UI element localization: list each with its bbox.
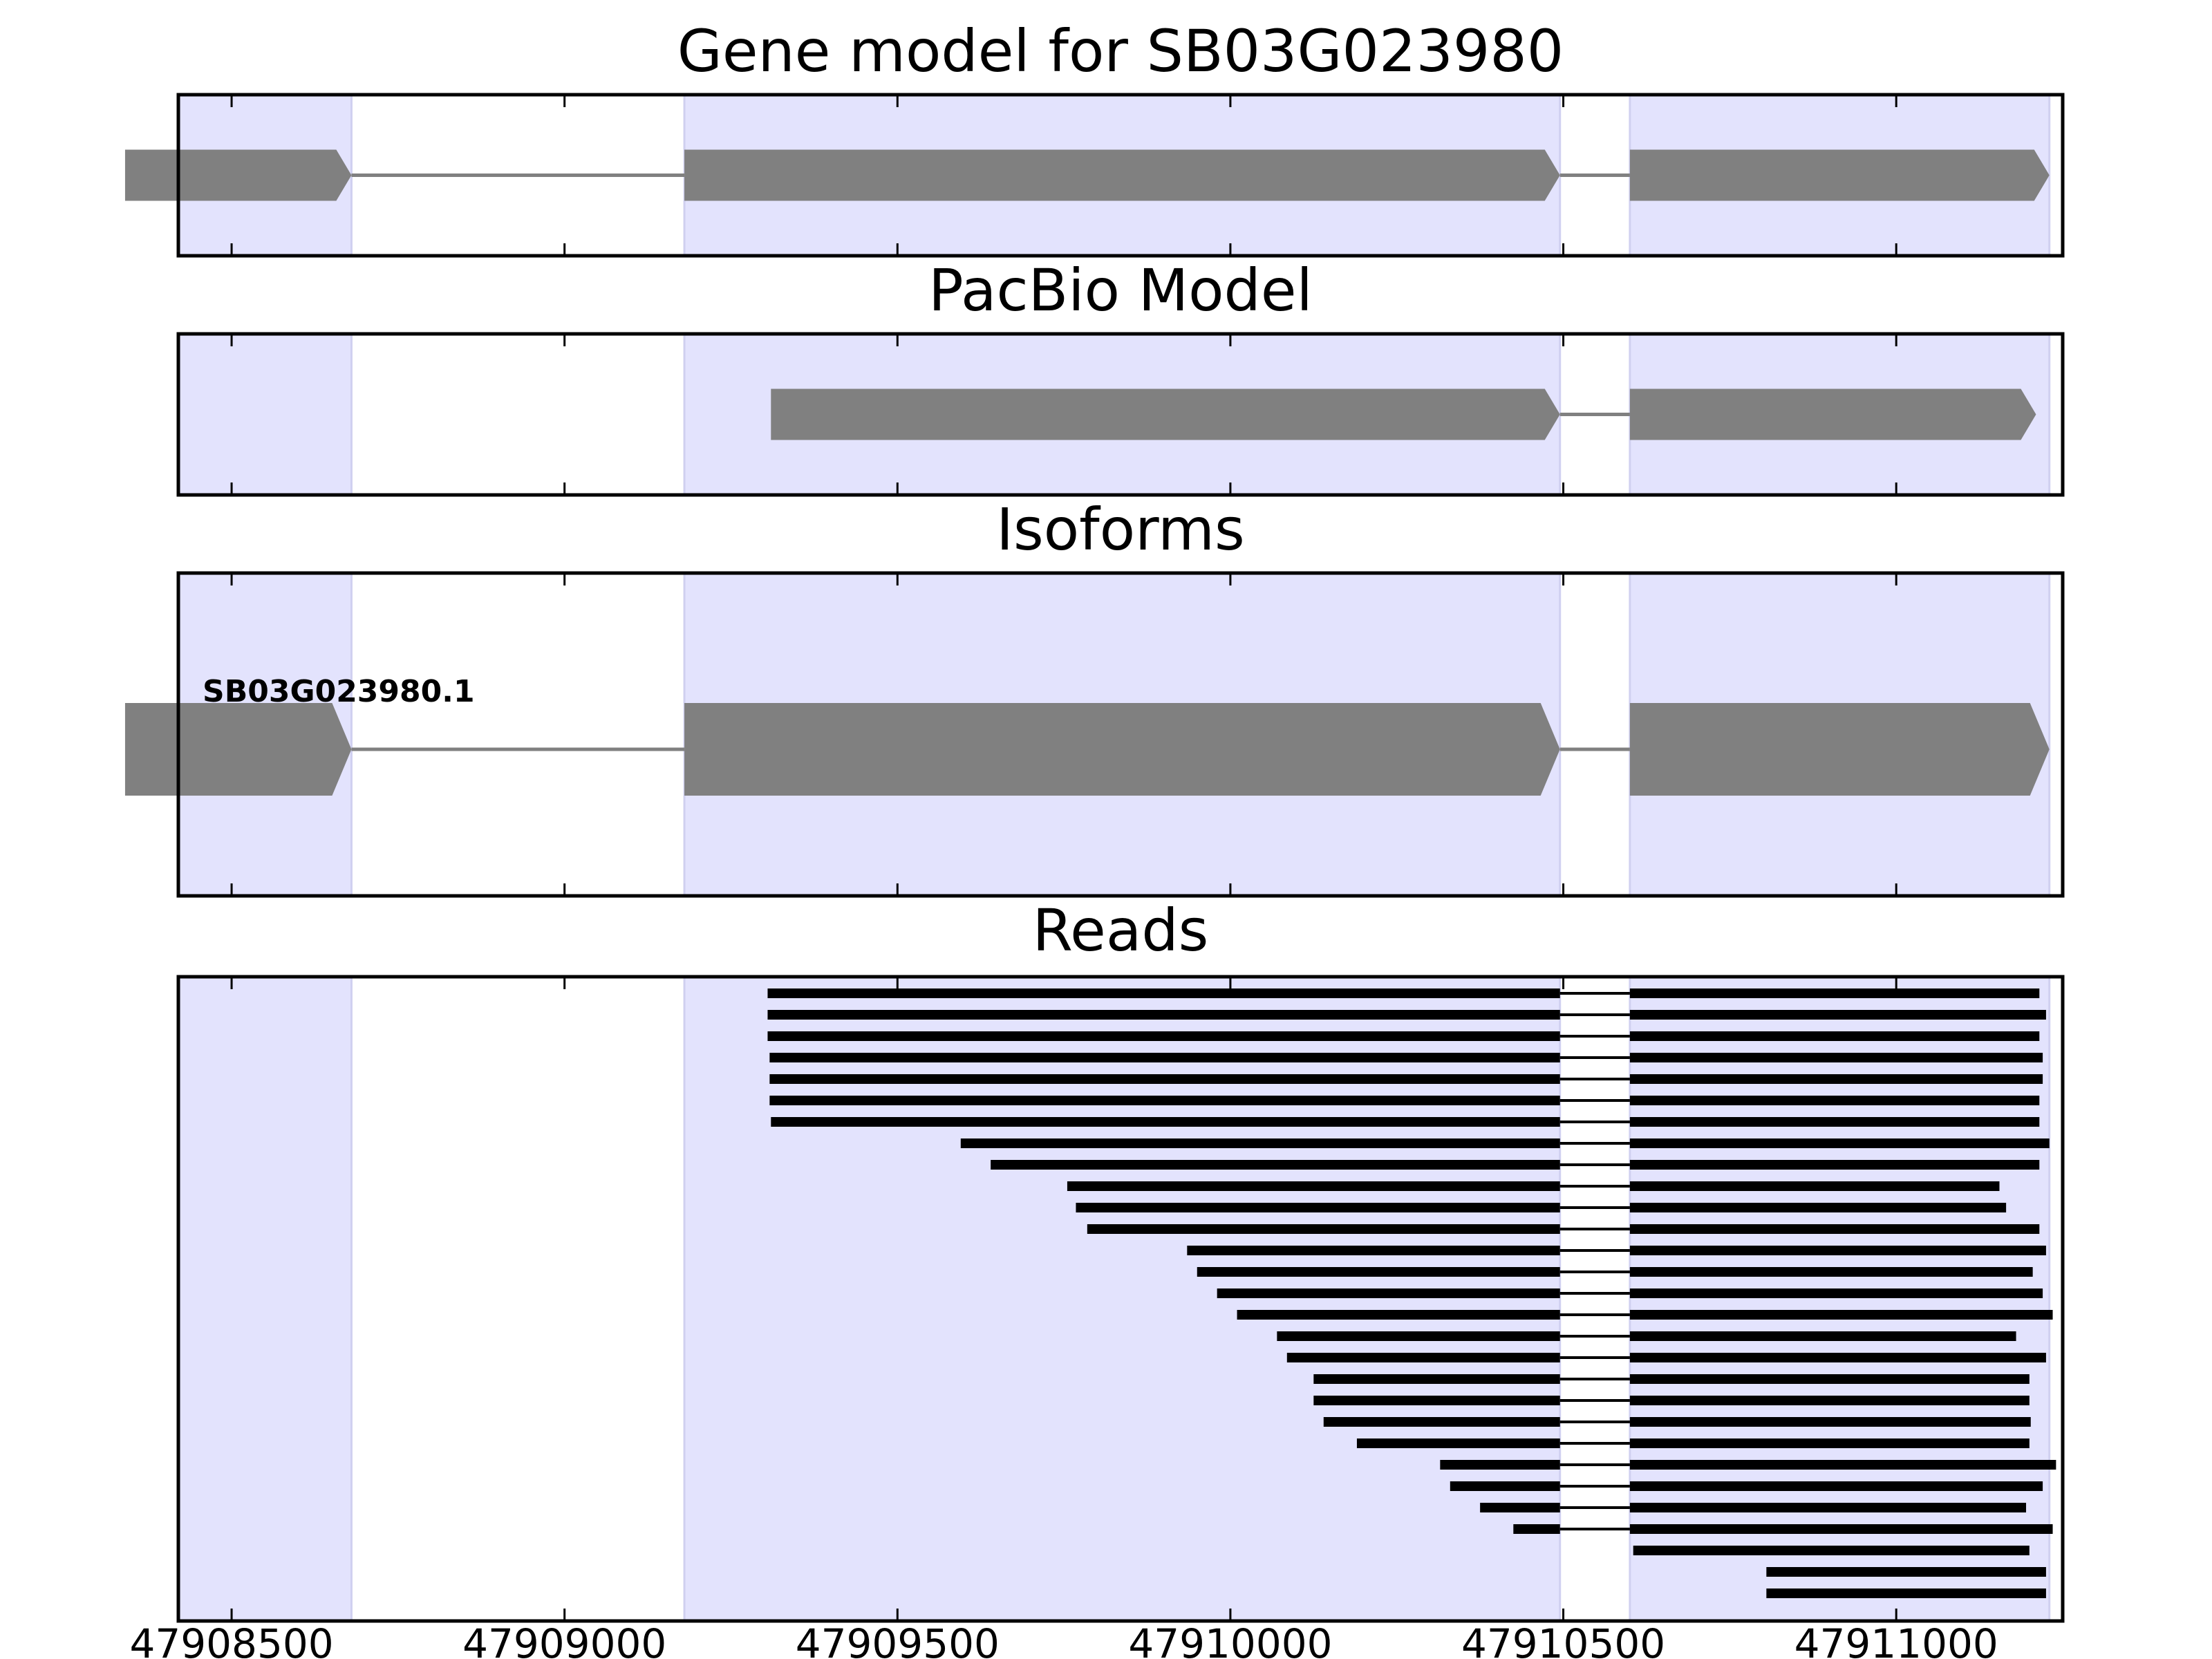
gene-model-title: Gene model for SB03G023980 — [677, 17, 1564, 85]
read-segment — [960, 1138, 1560, 1148]
read-segment — [1629, 1117, 2040, 1127]
isoform-label: SB03G023980.1 — [203, 674, 475, 709]
read-segment — [1629, 1203, 2007, 1212]
pacbio-model-features — [771, 388, 2036, 440]
pacbio-model-panel: PacBio Model — [176, 256, 2065, 497]
isoforms-title: Isoforms — [996, 496, 1245, 563]
read-segment — [769, 1053, 1560, 1062]
exon-shade-band — [177, 975, 353, 1622]
read-segment — [1286, 1353, 1560, 1362]
isoforms-ticks — [230, 573, 1897, 896]
read-segment — [769, 1096, 1560, 1105]
read-segment — [1629, 1331, 2016, 1341]
read-segment — [1629, 1481, 2043, 1491]
isoforms-frame — [176, 571, 2065, 898]
x-tick-label: 47909500 — [796, 1620, 1000, 1659]
read-segment — [1313, 1396, 1560, 1405]
isoform-features — [124, 703, 2050, 796]
read-segment — [1629, 1160, 2040, 1170]
x-tick-label: 47911000 — [1794, 1620, 1998, 1659]
read-segment — [771, 1117, 1560, 1127]
x-tick-label: 47909000 — [462, 1620, 666, 1659]
read-segment — [1277, 1331, 1560, 1341]
exon-shade-band — [683, 975, 1562, 1622]
read-segment — [1629, 1438, 2030, 1448]
exon-block — [1629, 149, 2050, 201]
read-segment — [1629, 1374, 2030, 1384]
read-segment — [1629, 1310, 2053, 1320]
exon-block — [771, 388, 1560, 440]
read-segment — [1629, 988, 2040, 998]
exon-block — [1629, 703, 2050, 796]
x-axis-tick-labels: 47908500 47909000 47909500 47910000 47910500… — [129, 1620, 1998, 1659]
read-segment — [769, 1074, 1560, 1084]
gene-model-panel: Gene model for SB03G023980 — [124, 17, 2065, 258]
read-segment — [1633, 1546, 2030, 1555]
read-segment — [1480, 1503, 1560, 1512]
read-segment — [1629, 1096, 2040, 1105]
read-segment — [1629, 1224, 2040, 1234]
read-segment — [1440, 1460, 1560, 1470]
read-segment — [1076, 1203, 1560, 1212]
read-segment — [767, 1010, 1560, 1020]
exon-shade-band — [177, 332, 353, 496]
read-segment — [1629, 1417, 2031, 1427]
read-segment — [1087, 1224, 1560, 1234]
read-segment — [1629, 1396, 2030, 1405]
pacbio-model-ticks — [230, 334, 1897, 495]
read-segment — [1629, 1524, 2053, 1534]
read-segment — [1629, 1267, 2033, 1277]
gene-model-frame — [176, 93, 2065, 258]
read-segment — [1629, 1503, 2027, 1512]
reads-panel: Reads 47908500 47909000 47909500 47910000 47… — [129, 897, 2065, 1659]
reads-title: Reads — [1033, 897, 1209, 964]
x-tick-label: 47910000 — [1128, 1620, 1332, 1659]
read-segment — [991, 1160, 1560, 1170]
pacbio-model-frame — [176, 332, 2065, 497]
gene-model-features — [124, 149, 2050, 201]
read-segment — [1513, 1524, 1560, 1534]
gene-model-ticks — [230, 95, 1897, 256]
read-segment — [767, 988, 1560, 998]
read-segment — [1629, 1031, 2040, 1041]
pacbio-model-title: PacBio Model — [928, 256, 1313, 324]
read-segment — [1629, 1246, 2046, 1255]
exon-block — [124, 703, 352, 796]
read-segment — [1766, 1588, 2046, 1598]
exon-block — [684, 149, 1560, 201]
read-segment — [767, 1031, 1560, 1041]
read-segment — [1313, 1374, 1560, 1384]
x-tick-label: 47908500 — [129, 1620, 333, 1659]
exon-shading — [177, 975, 2051, 1622]
read-segment — [1629, 1353, 2046, 1362]
read-alignments — [767, 988, 2056, 1598]
isoforms-panel: Isoforms SB03G023980.1 — [124, 496, 2065, 898]
read-segment — [1237, 1310, 1560, 1320]
read-segment — [1197, 1267, 1560, 1277]
exon-block — [124, 149, 352, 201]
read-segment — [1629, 1053, 2043, 1062]
exon-block — [1629, 388, 2036, 440]
read-segment — [1187, 1246, 1560, 1255]
read-segment — [1629, 1288, 2043, 1298]
read-segment — [1450, 1481, 1560, 1491]
read-segment — [1067, 1181, 1560, 1191]
reads-frame — [176, 975, 2065, 1623]
exon-block — [684, 703, 1560, 796]
reads-ticks — [230, 977, 1897, 1621]
x-tick-label: 47910500 — [1461, 1620, 1665, 1659]
read-segment — [1323, 1417, 1560, 1427]
read-segment — [1356, 1438, 1560, 1448]
read-segment — [1629, 1460, 2056, 1470]
read-segment — [1629, 1010, 2046, 1020]
read-segment — [1629, 1074, 2043, 1084]
read-segment — [1217, 1288, 1560, 1298]
read-segment — [1629, 1138, 2050, 1148]
exon-shade-band — [1629, 975, 2051, 1622]
read-segment — [1629, 1181, 2000, 1191]
read-segment — [1766, 1567, 2046, 1577]
